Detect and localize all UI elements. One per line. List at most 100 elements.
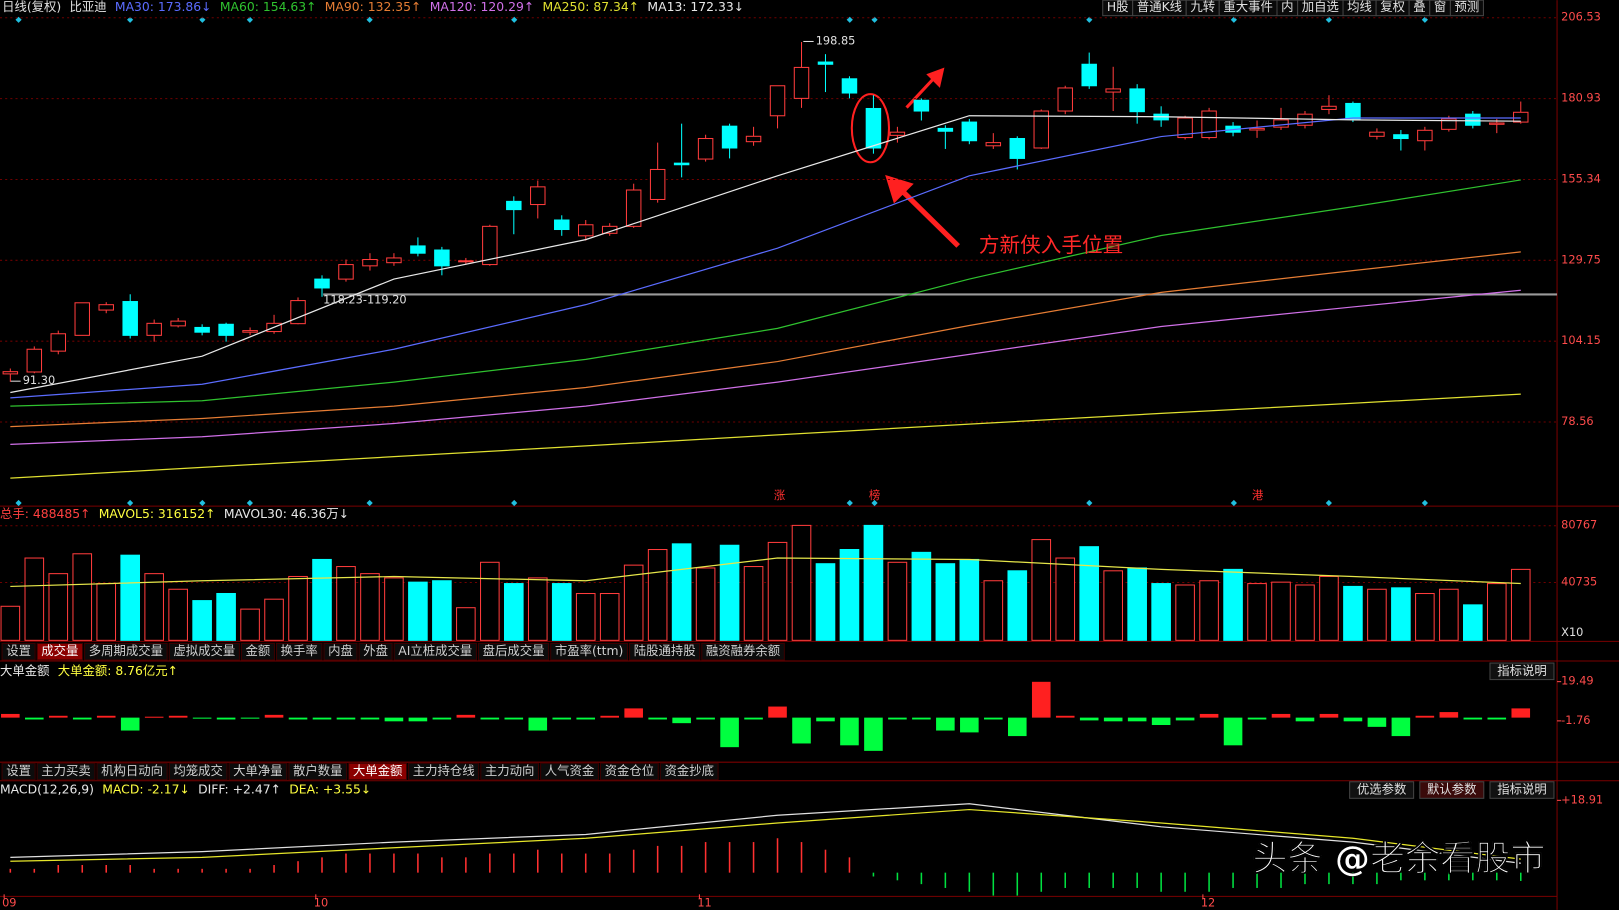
toolbar-button[interactable]: 九转	[1190, 0, 1215, 14]
tab-bg[interactable]	[240, 642, 275, 661]
flow-bar	[120, 717, 140, 731]
indicator-line	[10, 803, 1521, 864]
tab-bg[interactable]	[599, 762, 659, 781]
tab-bg[interactable]	[358, 642, 393, 661]
volume-bar	[1439, 588, 1459, 641]
flow-bar	[1199, 713, 1219, 718]
toolbar-button[interactable]: 均线	[1347, 0, 1372, 14]
toolbar-button[interactable]: 加自选	[1302, 0, 1339, 14]
volume-bar	[1415, 592, 1435, 641]
tab[interactable]: 盘后成交量	[483, 643, 545, 658]
tab[interactable]: 外盘	[363, 643, 388, 658]
toolbar-button[interactable]: 普通K线	[1137, 0, 1182, 14]
toolbar-button[interactable]: H股	[1107, 0, 1129, 14]
volume-bar	[1463, 604, 1483, 641]
event-marker: 榜	[869, 488, 880, 502]
event-diamond	[246, 499, 253, 507]
tab-bg[interactable]	[1, 762, 36, 781]
tab-bg[interactable]	[659, 762, 719, 781]
toolbar-button[interactable]: 重大事件	[1223, 0, 1273, 14]
flow-bar	[528, 717, 548, 731]
tab-bg[interactable]	[408, 762, 480, 781]
button[interactable]: 默认参数	[1427, 782, 1477, 797]
flow-bar	[1007, 717, 1027, 737]
tab-bg[interactable]	[393, 642, 477, 661]
tab[interactable]: 换手率	[281, 643, 318, 658]
tab-bg[interactable]	[276, 642, 323, 661]
tab[interactable]: 金额	[246, 643, 271, 658]
legend-item: MA90: 132.35↑	[325, 0, 422, 14]
candle-body	[1009, 137, 1026, 159]
tab[interactable]: 主力持仓线	[413, 763, 475, 778]
candle-body	[1201, 110, 1217, 139]
tab-bg[interactable]	[228, 762, 288, 781]
tab[interactable]: 市盈率(ttm)	[555, 643, 624, 658]
tab[interactable]: 资金抄底	[664, 763, 714, 778]
tab-bg[interactable]	[36, 762, 96, 781]
volume-bar	[503, 583, 524, 641]
tab[interactable]: 均笼成交	[173, 763, 223, 778]
candle-body	[1129, 88, 1145, 113]
tab[interactable]: 陆股通持股	[634, 643, 696, 658]
toolbar-button[interactable]: 复权	[1380, 0, 1405, 14]
tab[interactable]: 设置	[6, 643, 31, 658]
toolbar-button-bg[interactable]	[1449, 0, 1484, 17]
candle-body	[50, 333, 67, 352]
tab-bg[interactable]	[701, 642, 785, 661]
tab[interactable]: 成交量	[41, 643, 78, 658]
tab[interactable]: 设置	[6, 763, 31, 778]
tab[interactable]: 人气资金	[545, 763, 595, 778]
tab[interactable]: 主力动向	[485, 763, 535, 778]
button[interactable]: 指标说明	[1497, 782, 1547, 797]
button-bg[interactable]	[1489, 662, 1555, 681]
tab[interactable]: 资金仓位	[605, 763, 655, 778]
tab[interactable]: AI立桩成交量	[398, 643, 472, 658]
tab[interactable]: 大单净量	[233, 763, 283, 778]
toolbar-button[interactable]: 内	[1281, 0, 1293, 14]
volume-bar	[551, 583, 572, 641]
tab-bg[interactable]	[348, 762, 408, 781]
panel-header: MAVOL5: 316152↑	[99, 506, 216, 521]
button-bg[interactable]	[1489, 781, 1555, 799]
y-tick-label: 78.56	[1561, 414, 1593, 428]
button-bg[interactable]	[1419, 781, 1485, 799]
legend-item: MA250: 87.34↑	[543, 0, 640, 14]
button[interactable]: 指标说明	[1497, 663, 1547, 678]
tab-bg[interactable]	[480, 762, 540, 781]
tab-bg[interactable]	[36, 642, 84, 661]
toolbar-button[interactable]: 预测	[1455, 0, 1480, 14]
flow-bar	[1391, 717, 1411, 737]
tab-bg[interactable]	[288, 762, 348, 781]
flow-bar	[600, 715, 619, 718]
tab[interactable]: 散户数量	[293, 763, 343, 778]
indicator-line	[10, 557, 1521, 588]
tab-bg[interactable]	[540, 762, 599, 781]
candle-body	[721, 125, 738, 149]
tab-bg[interactable]	[96, 762, 168, 781]
tab[interactable]: 主力买卖	[41, 763, 91, 778]
tab[interactable]: 融资融券余额	[706, 643, 781, 658]
volume-bar	[288, 575, 308, 641]
flow-bar	[1247, 717, 1267, 720]
tab-bg[interactable]	[84, 642, 168, 661]
tab-bg[interactable]	[323, 642, 358, 661]
tab[interactable]: 多周期成交量	[89, 643, 163, 658]
tab[interactable]: 虚拟成交量	[173, 643, 235, 658]
tab[interactable]: 内盘	[328, 643, 353, 658]
toolbar-button[interactable]: 叠	[1413, 0, 1425, 14]
legend-item: MA120: 120.29↑	[430, 0, 535, 14]
tab-bg[interactable]	[629, 642, 701, 661]
tab[interactable]: 机构日动向	[101, 763, 163, 778]
tab-bg[interactable]	[550, 642, 629, 661]
button[interactable]: 优选参数	[1357, 782, 1407, 797]
tab-bg[interactable]	[477, 642, 550, 661]
tab[interactable]: 大单金额	[353, 763, 403, 778]
flow-bar	[1439, 712, 1459, 718]
flow-bar	[576, 717, 596, 720]
button-bg[interactable]	[1349, 781, 1415, 799]
tab-bg[interactable]	[168, 642, 240, 661]
tab-bg[interactable]	[168, 762, 228, 781]
tab-bg[interactable]	[1, 642, 36, 661]
toolbar-button[interactable]: 窗	[1434, 0, 1446, 14]
